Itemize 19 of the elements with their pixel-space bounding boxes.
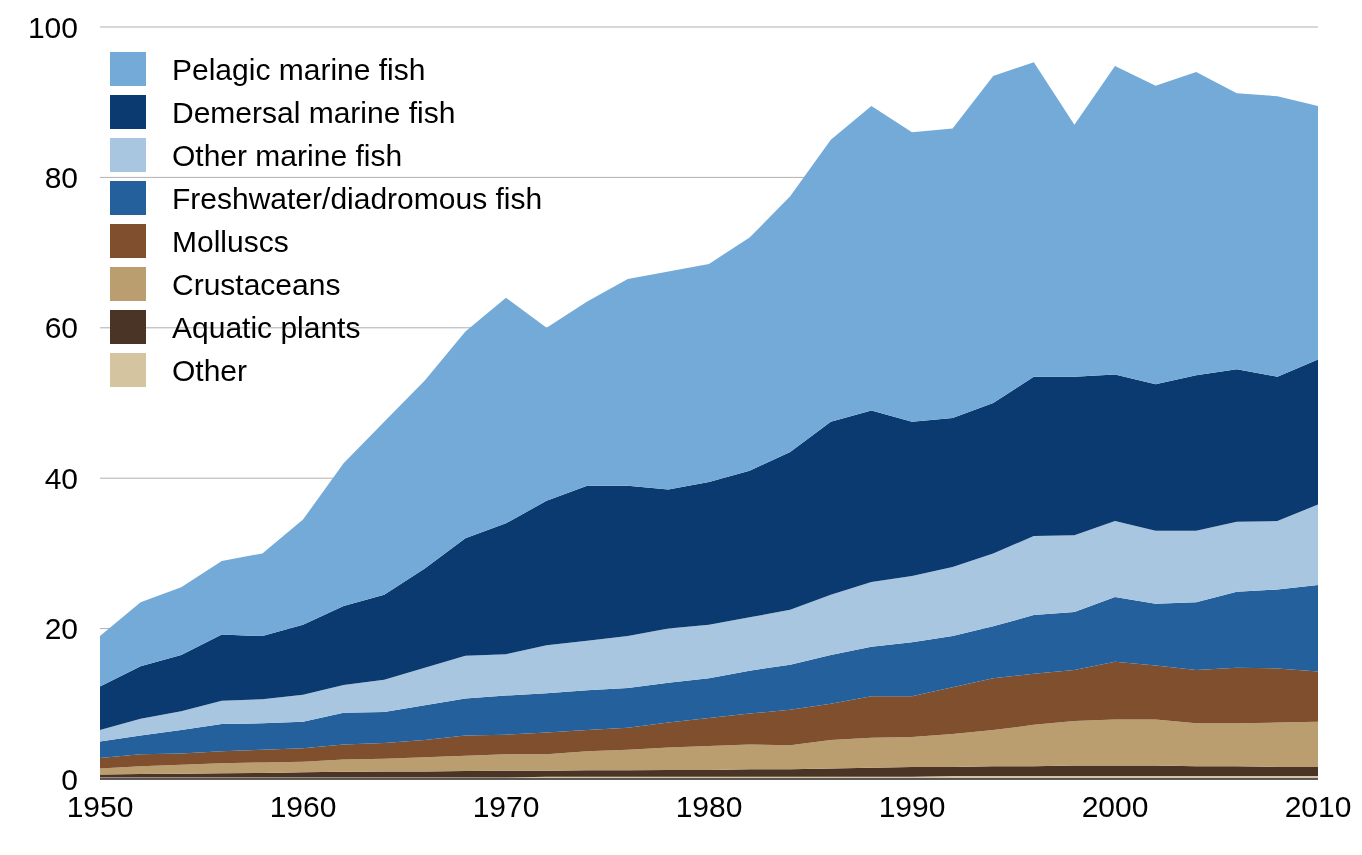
x-tick-label: 1970 [472,790,540,823]
y-tick-label: 80 [44,160,78,194]
x-tick-label: 2000 [1081,790,1149,823]
legend-label: Crustaceans [172,267,341,301]
legend-label: Aquatic plants [172,310,361,344]
x-tick-label: 1980 [675,790,743,823]
legend-label: Molluscs [172,224,289,258]
legend-label: Other marine fish [172,138,403,172]
y-tick-label: 60 [44,311,78,345]
x-tick-label: 1990 [878,790,946,823]
legend-label: Demersal marine fish [172,95,456,129]
legend-label: Freshwater/diadromous fish [172,181,543,215]
legend-label: Other [172,353,248,387]
x-tick-label: 1960 [269,790,337,823]
legend-label: Pelagic marine fish [172,52,426,86]
y-tick-label: 20 [44,612,78,646]
y-tick-label: 100 [27,10,78,44]
y-tick-label: 40 [44,461,78,495]
x-tick-label: 2010 [1284,790,1352,823]
